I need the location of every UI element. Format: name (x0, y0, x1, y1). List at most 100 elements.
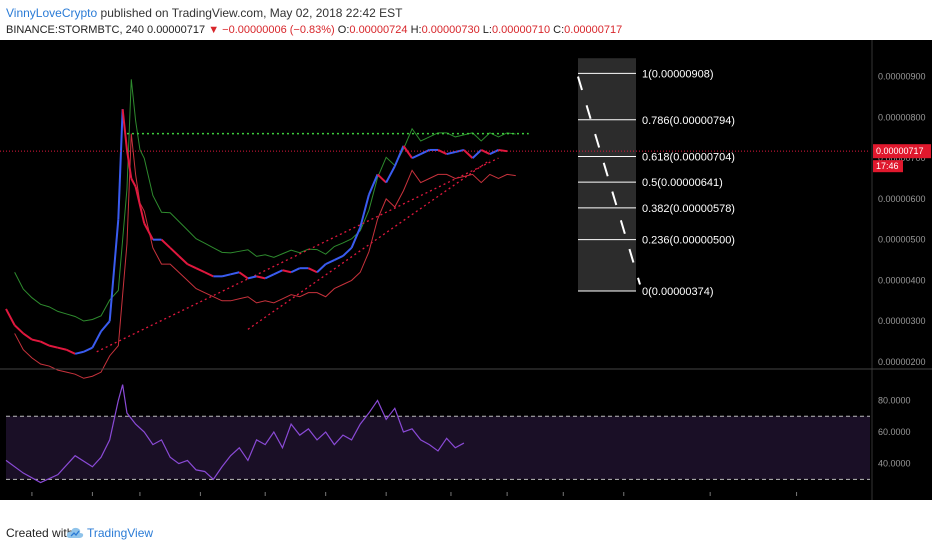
price-chart[interactable]: 1(0.00000908) 0.786(0.00000794) 0.618(0.00… (0, 40, 932, 500)
low-value: 0.00000710 (491, 24, 551, 36)
price-segment (83, 346, 93, 353)
price-segment (282, 269, 292, 274)
publish-line: VinnyLoveCrypto published on TradingView… (6, 6, 402, 20)
price-segment (256, 275, 266, 280)
price-segment (290, 267, 301, 274)
ascending-trendline-upper[interactable] (247, 159, 491, 330)
price-segment (393, 145, 405, 167)
time-tick-label: Jun (703, 499, 718, 500)
symbol-label: BINANCE:STORMBTC, 240 (6, 24, 144, 36)
countdown-label: 17:46 (876, 161, 899, 171)
current-price-badge (873, 144, 931, 159)
tradingview-brand[interactable]: TradingView (87, 526, 154, 540)
price-segment (134, 186, 146, 224)
price-segment (307, 267, 318, 274)
rsi-line (5, 384, 465, 484)
price-segment (498, 148, 508, 153)
price-segment (230, 271, 240, 276)
time-tick-label: 12:00 (21, 499, 44, 500)
price-segment (204, 271, 214, 278)
fib-retracement[interactable]: 1(0.00000908) 0.786(0.00000794) 0.618(0.00… (577, 58, 735, 298)
time-tick-label: 11 (792, 499, 801, 500)
fib-level-label: 0.382(0.00000578) (642, 203, 735, 215)
price-axis[interactable]: 0.000009000.000008000.000007000.00000600… (0, 40, 932, 500)
price-segment (376, 173, 387, 184)
time-tick-label: 12:00 (496, 499, 519, 500)
fib-level-label: 0.236(0.00000500) (642, 235, 735, 247)
price-segment (480, 149, 491, 155)
price-segment (273, 269, 283, 276)
author-link[interactable]: VinnyLoveCrypto (6, 6, 98, 20)
current-price-label: 0.00000717 (876, 146, 924, 156)
countdown-badge (873, 160, 903, 173)
last-price: 0.00000717 (147, 24, 206, 36)
price-segment (5, 308, 16, 326)
ichimoku-cloud (14, 79, 516, 379)
created-with-text: Created with (6, 526, 74, 540)
time-tick-label: 16 (321, 499, 331, 500)
fib-trend-line[interactable] (577, 76, 641, 285)
trendlines[interactable] (96, 132, 529, 353)
fib-level-label: 0(0.00000374) (642, 286, 714, 298)
price-segment (74, 350, 84, 355)
price-segment (385, 165, 396, 184)
price-segment (359, 194, 370, 228)
price-segment (169, 247, 180, 257)
rsi-pane[interactable]: 80.0000 60.0000 40.0000 (5, 384, 911, 484)
price-change: −0.00000006 (−0.83%) (222, 24, 335, 36)
high-value: 0.00000730 (421, 24, 480, 36)
price-segment (48, 344, 59, 349)
down-arrow-icon: ▼ (208, 24, 220, 36)
price-segment (160, 238, 171, 249)
open-value: 0.00000724 (349, 24, 408, 36)
ascending-trendline-lower[interactable] (96, 157, 499, 353)
price-segment (350, 227, 362, 249)
price-segment (178, 255, 189, 265)
price-segment (489, 149, 499, 155)
footer: Created with TradingView (0, 500, 932, 550)
chart-header: VinnyLoveCrypto published on TradingView… (0, 0, 932, 40)
price-segment (411, 153, 422, 160)
time-tick-label: 19 (87, 499, 97, 500)
price-segment (121, 109, 128, 151)
rsi-tick-label: 40.0000 (878, 459, 911, 469)
time-tick-label: Apr (193, 499, 207, 500)
price-tick-label: 0.00000800 (878, 112, 926, 122)
time-tick-label: 9 (263, 499, 268, 500)
price-segment (221, 273, 231, 278)
time-tick-label: 12:00 (129, 499, 152, 500)
price-segment (143, 222, 154, 241)
price-segment (108, 219, 120, 322)
tradingview-cloud-icon (66, 527, 84, 538)
price-segment (325, 259, 335, 266)
price-segment (100, 320, 111, 333)
cloud-upper-line (14, 79, 516, 322)
rsi-tick-label: 60.0000 (878, 427, 911, 437)
price-tick-label: 0.00000300 (878, 316, 926, 326)
fib-level-label: 0.786(0.00000794) (642, 115, 735, 127)
published-text: published on TradingView.com, May 02, 20… (100, 6, 403, 20)
time-tick-label: 23 (381, 499, 391, 500)
time-axis[interactable]: 12:00 19 12:00 Apr 9 16 23 May 12:00 14 21 Jun 11 (21, 492, 802, 500)
time-tick-label: 21 (619, 499, 629, 500)
time-tick-label: May (442, 499, 460, 500)
price-tick-label: 0.00000200 (878, 357, 926, 367)
price-segment (130, 178, 137, 188)
close-label: C: (553, 24, 565, 36)
price-segment (125, 149, 133, 179)
price-segment (471, 149, 482, 159)
ohlc-line: BINANCE:STORMBTC, 240 0.00000717 ▼ −0.00… (6, 24, 622, 36)
price-segment (437, 149, 448, 155)
price-segment (187, 263, 197, 270)
price-segment (446, 151, 456, 156)
price-segment (57, 346, 67, 351)
price-tick-label: 0.00000600 (878, 194, 926, 204)
price-segment (40, 340, 50, 347)
price-segment (367, 174, 379, 196)
cloud-lower-line (14, 133, 516, 379)
price-segment (342, 247, 353, 257)
price-segment (264, 273, 275, 280)
open-label: O: (337, 24, 350, 36)
price-tick-label: 0.00000400 (878, 275, 926, 285)
price-segment (13, 324, 24, 335)
